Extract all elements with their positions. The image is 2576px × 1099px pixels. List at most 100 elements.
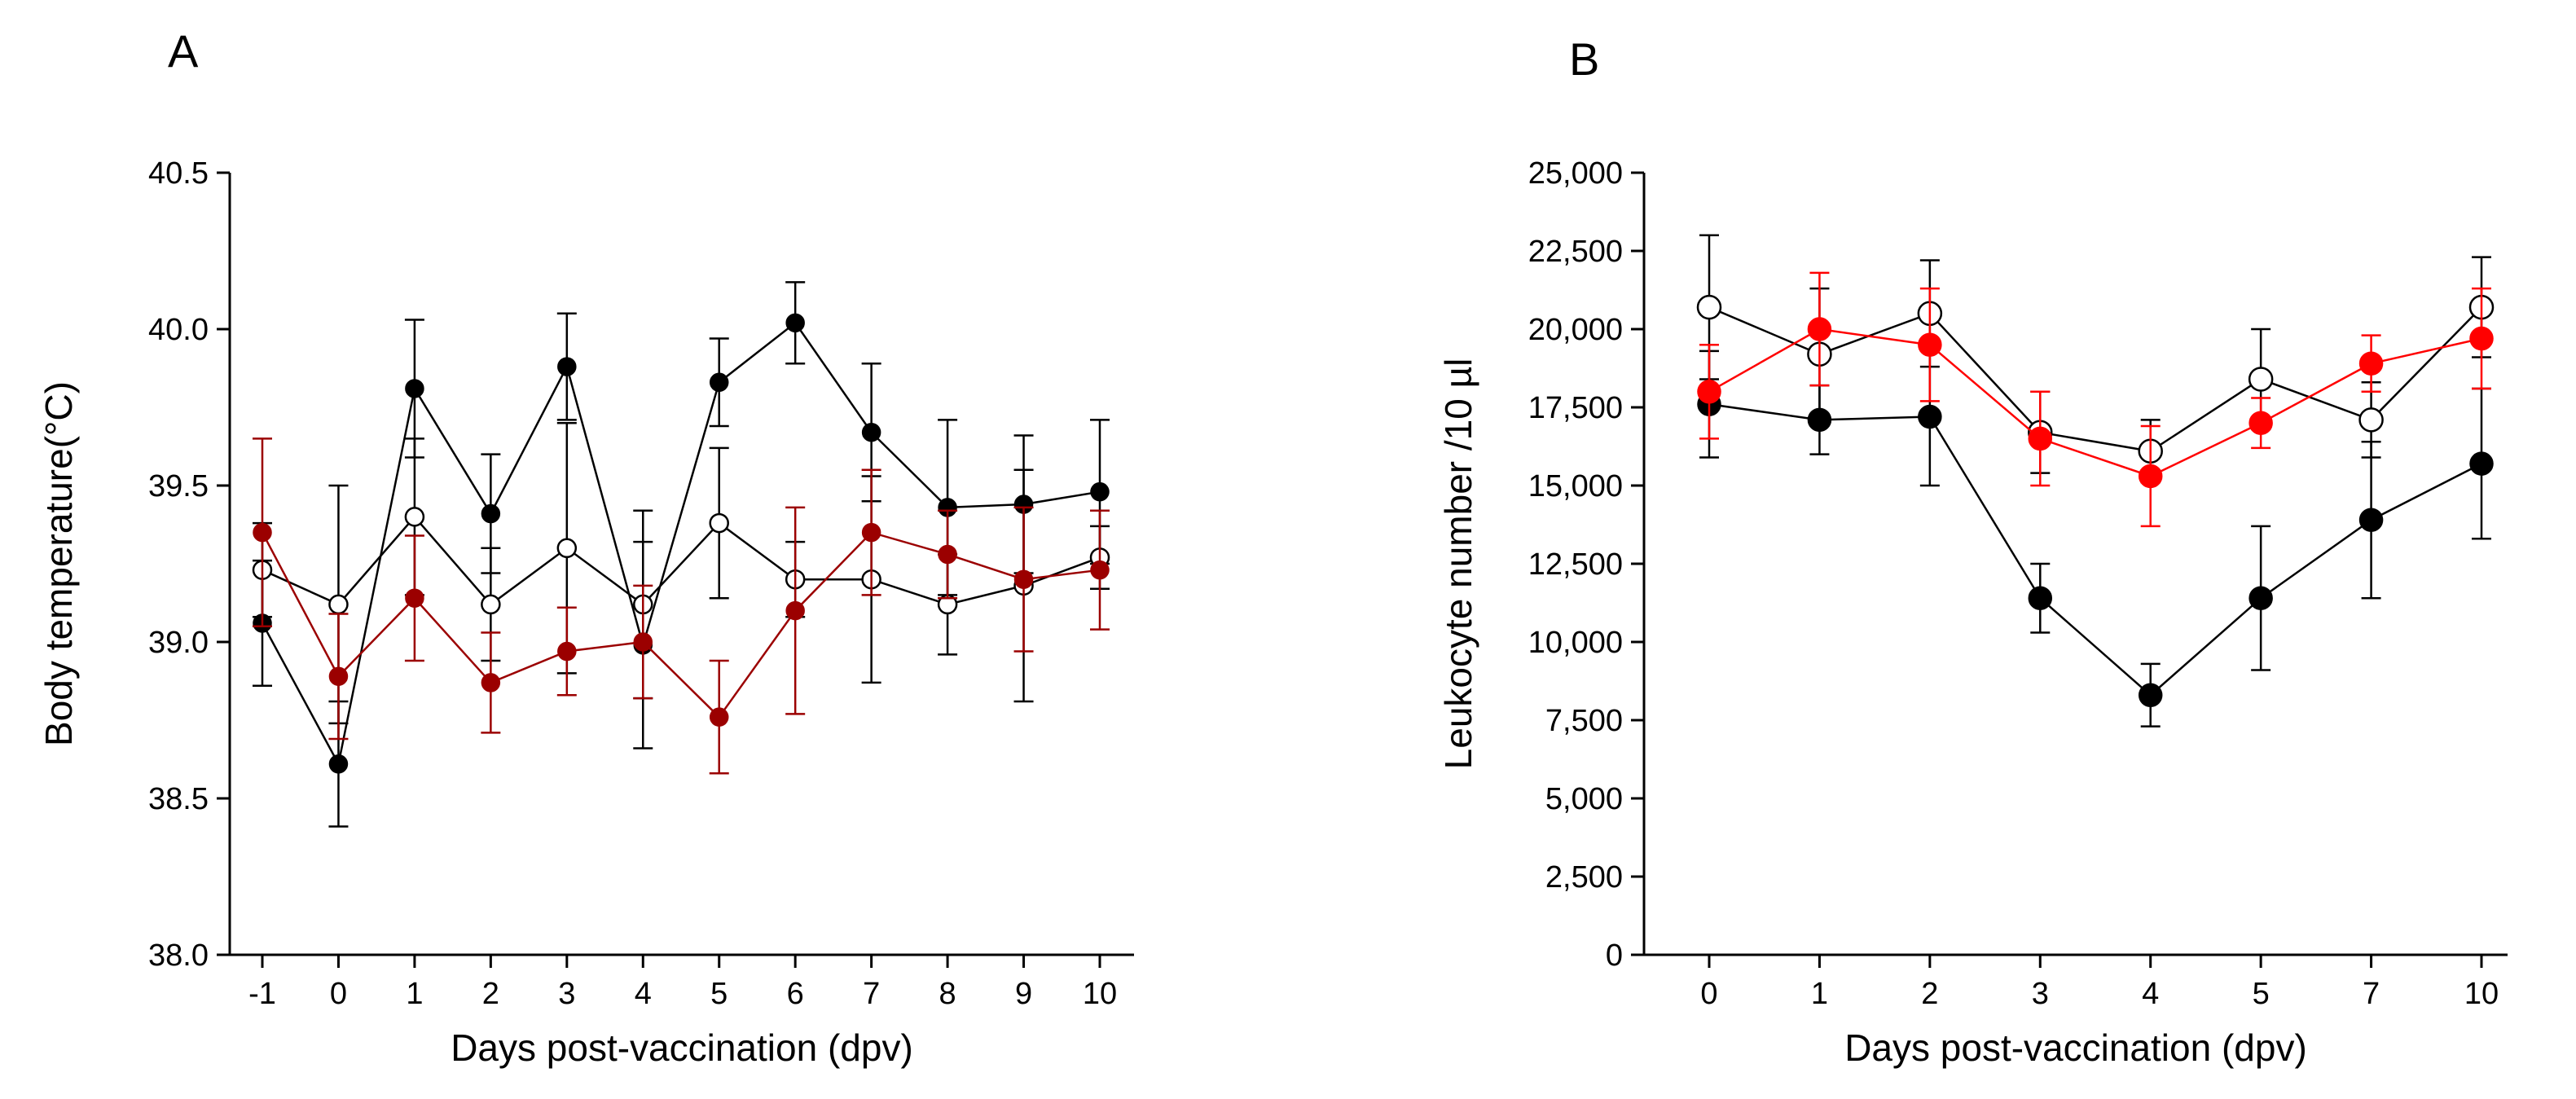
y-tick-label: 22,500 xyxy=(1528,235,1623,269)
data-point xyxy=(1807,317,1832,341)
series-line xyxy=(1708,306,2482,453)
y-tick-label: 39.5 xyxy=(148,469,209,503)
panel-a-y-title: Body temperature(°C) xyxy=(37,381,80,746)
data-point xyxy=(1013,569,1034,589)
data-point xyxy=(2138,683,2163,708)
panel-b-x-title: Days post-vaccination (dpv) xyxy=(1844,1026,2307,1069)
x-tick-label: 1 xyxy=(1811,977,1828,1011)
y-tick-label: 5,000 xyxy=(1545,782,1623,816)
data-point xyxy=(2138,464,2163,489)
x-tick-label: 3 xyxy=(2032,977,2049,1011)
y-tick-label: 38.0 xyxy=(148,939,209,973)
data-point xyxy=(1697,380,1721,404)
series-line xyxy=(1708,328,2482,477)
data-point xyxy=(328,594,349,615)
data-point xyxy=(2249,586,2273,610)
series-line xyxy=(1708,402,2482,697)
data-point xyxy=(861,522,881,543)
data-point xyxy=(557,641,577,662)
panel-b-y-ticks: 0 2,500 5,000 7,500 10,000 12,500 15,000 17,500… xyxy=(1528,156,1644,973)
panel-a: A Body temperature(°C) Days post-vaccina… xyxy=(37,25,1134,1069)
y-tick-label: 12,500 xyxy=(1528,547,1623,582)
panel-a-x-ticks: -1 0 1 2 3 4 5 6 7 8 9 10 xyxy=(248,955,1117,1011)
data-point xyxy=(556,538,578,559)
series-line xyxy=(261,531,1101,719)
data-point xyxy=(328,666,349,686)
data-point xyxy=(404,507,425,527)
x-tick-label: 6 xyxy=(787,977,804,1011)
y-tick-label: 25,000 xyxy=(1528,156,1623,191)
x-tick-label: 7 xyxy=(863,977,880,1011)
x-tick-label: 4 xyxy=(635,977,652,1011)
data-point xyxy=(785,313,805,333)
y-tick-label: 39.0 xyxy=(148,626,209,660)
data-point xyxy=(2249,411,2273,435)
data-point xyxy=(328,754,349,774)
data-point xyxy=(557,357,577,376)
x-tick-label: 0 xyxy=(1700,977,1717,1011)
data-point xyxy=(861,422,881,442)
x-tick-label: 5 xyxy=(2253,977,2270,1011)
data-point xyxy=(2358,351,2384,376)
data-point xyxy=(709,372,729,393)
data-point xyxy=(1696,294,1722,320)
panel-a-label: A xyxy=(168,25,199,77)
y-tick-label: 20,000 xyxy=(1528,313,1623,347)
panel-b-y-title: Leukocyte number /10 µl xyxy=(1437,358,1479,770)
x-tick-label: 9 xyxy=(1015,977,1032,1011)
panel-a-series xyxy=(252,281,1110,828)
data-point xyxy=(2028,586,2053,610)
x-tick-label: 0 xyxy=(330,977,347,1011)
x-tick-label: 10 xyxy=(2464,977,2499,1011)
y-tick-label: 10,000 xyxy=(1528,626,1623,660)
panel-b-series xyxy=(1696,234,2495,728)
x-tick-label: 4 xyxy=(2142,977,2159,1011)
data-point xyxy=(481,673,501,692)
series-filled-black xyxy=(1697,346,2494,728)
y-tick-label: 40.0 xyxy=(148,313,209,347)
x-tick-label: 10 xyxy=(1083,977,1117,1011)
data-point xyxy=(709,512,729,534)
data-point xyxy=(785,600,805,621)
panel-a-y-ticks: 38.0 38.5 39.0 39.5 40.0 40.5 xyxy=(148,156,230,973)
x-tick-label: 7 xyxy=(2363,977,2380,1011)
data-point xyxy=(405,588,424,608)
x-tick-label: -1 xyxy=(248,977,276,1011)
data-point xyxy=(481,594,501,615)
data-point xyxy=(1090,481,1110,502)
data-point xyxy=(2358,407,2384,433)
x-tick-label: 2 xyxy=(482,977,499,1011)
y-tick-label: 7,500 xyxy=(1545,704,1623,738)
data-point xyxy=(1918,332,1942,357)
series-filled-red xyxy=(1697,271,2494,528)
x-tick-label: 8 xyxy=(939,977,956,1011)
y-tick-label: 38.5 xyxy=(148,782,209,816)
panel-a-x-title: Days post-vaccination (dpv) xyxy=(451,1026,913,1069)
x-tick-label: 3 xyxy=(558,977,575,1011)
data-point xyxy=(253,522,272,543)
data-point xyxy=(2469,451,2494,476)
data-point xyxy=(481,503,501,524)
data-point xyxy=(938,544,957,565)
data-point xyxy=(633,632,653,652)
x-tick-label: 5 xyxy=(710,977,728,1011)
data-point xyxy=(2358,508,2384,532)
x-tick-label: 2 xyxy=(1921,977,1938,1011)
y-tick-label: 2,500 xyxy=(1545,860,1623,895)
y-tick-label: 40.5 xyxy=(148,156,209,191)
series-line xyxy=(262,515,1101,606)
panel-b: B Leukocyte number /10 µl Days post-vacc… xyxy=(1437,33,2508,1069)
data-point xyxy=(2028,426,2053,451)
y-tick-label: 15,000 xyxy=(1528,469,1623,503)
data-point xyxy=(1918,404,1942,429)
y-tick-label: 17,500 xyxy=(1528,391,1623,425)
series-line xyxy=(261,321,1101,767)
data-point xyxy=(2469,326,2494,351)
data-point xyxy=(709,707,729,727)
y-tick-label: 0 xyxy=(1606,939,1623,973)
series-filled-dark-red xyxy=(253,437,1110,775)
data-point xyxy=(405,379,424,398)
panel-b-label: B xyxy=(1569,33,1599,85)
